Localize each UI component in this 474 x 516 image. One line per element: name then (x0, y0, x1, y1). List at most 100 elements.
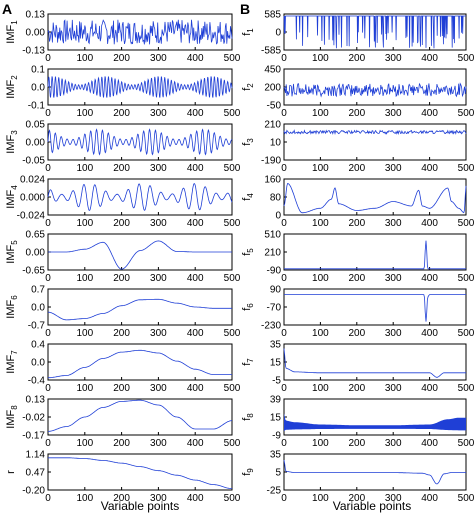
plot-frame (47, 68, 233, 106)
y-axis-label: IMF3 (5, 130, 19, 154)
x-tick-label: 200 (113, 53, 130, 64)
x-tick-label: 300 (150, 383, 167, 394)
x-tick-label: 300 (385, 493, 402, 504)
x-tick-label: 400 (187, 163, 204, 174)
x-tick-label: 200 (113, 218, 130, 229)
x-tick-label: 200 (348, 163, 365, 174)
series-line (284, 294, 466, 322)
y-tick-label: 0.65 (26, 230, 46, 241)
x-tick-label: 400 (421, 108, 438, 119)
y-tick-label: 0 (275, 28, 281, 39)
panel-label-a: A (2, 1, 12, 17)
plot-frame (283, 68, 467, 106)
x-tick-label: 500 (458, 53, 474, 64)
x-tick-label: 100 (76, 53, 93, 64)
y-tick-label: -0.05 (22, 156, 45, 167)
x-tick-label: 400 (187, 328, 204, 339)
x-tick-label: 500 (224, 53, 241, 64)
x-axis-label-b: Variable points (333, 499, 412, 513)
series-line (283, 129, 467, 136)
y-axis-label: IMF4 (5, 185, 19, 209)
x-tick-label: 0 (45, 53, 51, 64)
y-axis-label: IMF8 (5, 405, 19, 429)
plot-frame (283, 343, 467, 381)
x-tick-label: 500 (458, 163, 474, 174)
x-tick-label: 0 (45, 383, 51, 394)
x-tick-label: 300 (150, 218, 167, 229)
x-tick-label: 100 (312, 273, 329, 284)
y-tick-label: -0.17 (22, 431, 45, 442)
x-tick-label: 0 (45, 493, 51, 504)
y-tick-label: 0.47 (26, 468, 46, 479)
y-tick-label: 0.7 (31, 285, 45, 296)
x-tick-label: 300 (385, 218, 402, 229)
x-tick-label: 200 (348, 53, 365, 64)
x-tick-label: 0 (281, 383, 287, 394)
x-tick-label: 400 (187, 493, 204, 504)
x-tick-label: 0 (45, 438, 51, 449)
series-line (48, 240, 232, 270)
y-tick-label: -0.02 (22, 413, 45, 424)
x-tick-label: 500 (224, 108, 241, 119)
x-axis-label-a: Variable points (101, 499, 180, 513)
x-tick-label: 500 (458, 328, 474, 339)
y-axis-label: f2 (241, 83, 255, 91)
x-tick-label: 0 (45, 273, 51, 284)
plot-frame (283, 178, 467, 216)
series-line (47, 298, 232, 321)
x-tick-label: 200 (113, 273, 130, 284)
y-axis-label: f5 (241, 248, 255, 256)
plot-frame (47, 398, 233, 436)
subplot-b-9: 35 5 -250 100 200 300 400 500 f9 (241, 450, 474, 505)
subplot-a-2: 0.1 0.0 -0.10 100 200 300 400 500 IMF2 (5, 65, 241, 120)
y-tick-label: -0.4 (28, 376, 46, 387)
y-tick-label: 0 (275, 211, 281, 222)
x-tick-label: 300 (150, 53, 167, 64)
y-tick-label: -190 (261, 156, 281, 167)
x-tick-label: 100 (312, 218, 329, 229)
x-tick-label: 100 (76, 438, 93, 449)
y-tick-label: 0.024 (20, 175, 45, 186)
x-tick-label: 0 (45, 218, 51, 229)
x-tick-label: 500 (458, 383, 474, 394)
y-axis-label: IMF7 (5, 350, 19, 374)
y-tick-label: 0.0 (31, 83, 45, 94)
series-line (47, 128, 233, 156)
series-line (283, 183, 467, 214)
subplot-b-5: 510 210 -900 100 200 300 400 500 f5 (241, 230, 474, 285)
x-tick-label: 0 (281, 163, 287, 174)
x-tick-label: 100 (312, 108, 329, 119)
x-tick-label: 200 (113, 328, 130, 339)
x-tick-label: 300 (385, 108, 402, 119)
y-tick-label: 5 (275, 468, 281, 479)
x-tick-label: 300 (150, 438, 167, 449)
series-line (48, 399, 232, 432)
x-tick-label: 0 (281, 53, 287, 64)
y-axis-label: IMF6 (5, 295, 19, 319)
y-axis-label: f7 (241, 358, 255, 366)
x-tick-label: 100 (312, 493, 329, 504)
x-tick-label: 500 (224, 438, 241, 449)
x-tick-label: 0 (281, 108, 287, 119)
x-tick-label: 400 (421, 273, 438, 284)
y-tick-label: 0.0 (31, 303, 45, 314)
x-tick-label: 400 (187, 53, 204, 64)
y-axis-label: f3 (241, 138, 255, 146)
x-tick-label: 0 (281, 273, 287, 284)
y-tick-label: 0.0 (31, 358, 45, 369)
plots: 0.130.00-0.130 100 200 300 400 500IMF10.10.0-… (5, 10, 474, 505)
x-tick-label: 0 (281, 438, 287, 449)
x-tick-label: 100 (76, 328, 93, 339)
subplot-a-5: 0.65 0.00 -0.650 100 200 300 400 500 IMF5 (5, 230, 241, 285)
y-tick-label: 450 (264, 65, 281, 76)
y-tick-label: 160 (264, 175, 281, 186)
x-tick-label: 400 (187, 438, 204, 449)
y-tick-label: 210 (264, 120, 281, 131)
plot-frame (283, 453, 467, 491)
subplot-a-6: 0.7 0.0 -0.70 100 200 300 400 500 IMF6 (5, 285, 241, 340)
x-tick-label: 500 (224, 273, 241, 284)
x-tick-label: 300 (385, 383, 402, 394)
